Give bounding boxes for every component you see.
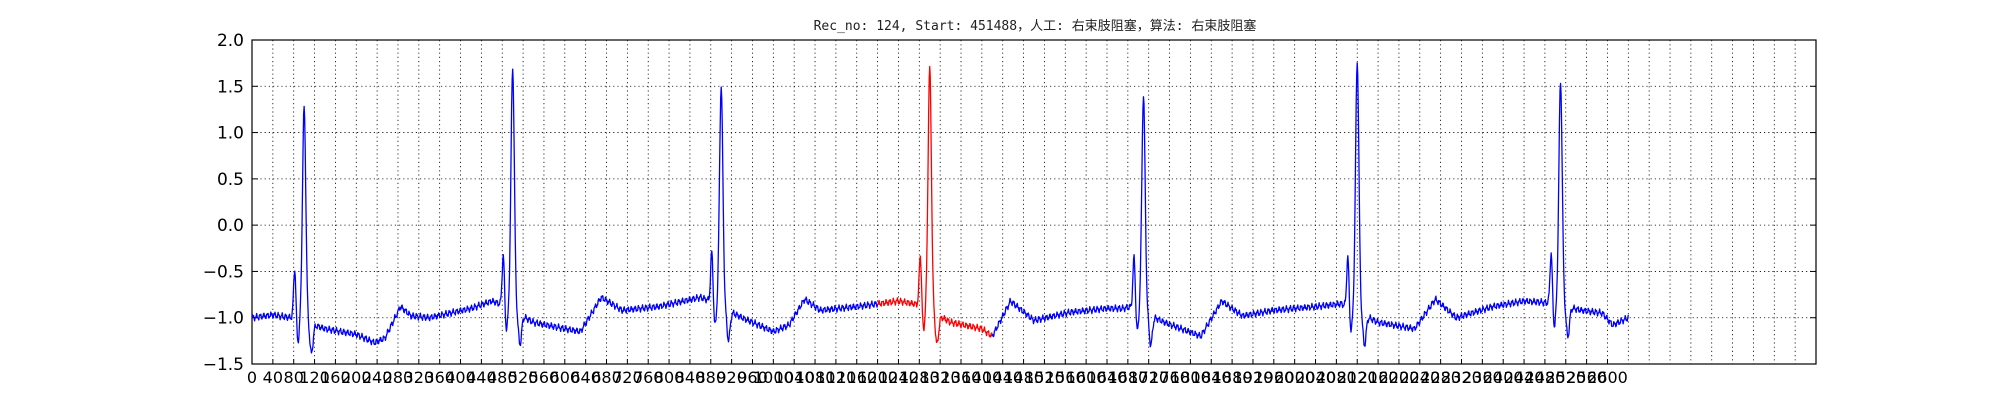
x-tick-label: 2320 — [1441, 368, 1482, 387]
x-tick-label: 1120 — [816, 368, 857, 387]
y-tick-label: −1.5 — [203, 355, 244, 375]
x-tick-label: 800 — [654, 368, 685, 387]
x-tick-label: 2080 — [1316, 368, 1357, 387]
x-tick-label: 400 — [445, 368, 476, 387]
x-tick-label: 1760 — [1149, 368, 1190, 387]
x-tick-label: 880 — [695, 368, 726, 387]
x-tick-label: 1200 — [857, 368, 898, 387]
x-tick-label: 560 — [529, 368, 560, 387]
x-tick-label: 1080 — [795, 368, 836, 387]
x-tick-label: 1600 — [1066, 368, 1107, 387]
x-tick-label: 2600 — [1587, 368, 1628, 387]
x-tick-label: 2400 — [1483, 368, 1524, 387]
x-tick-label: 2360 — [1462, 368, 1503, 387]
x-tick-label: 1360 — [941, 368, 982, 387]
x-tick-label: 2160 — [1358, 368, 1399, 387]
x-tick-label: 320 — [404, 368, 435, 387]
x-tick-label: 2520 — [1545, 368, 1586, 387]
x-tick-label: 440 — [466, 368, 497, 387]
x-tick-label: 200 — [341, 368, 372, 387]
y-tick-label: −0.5 — [203, 262, 244, 282]
x-tick-label: 1160 — [836, 368, 877, 387]
x-tick-label: 1640 — [1087, 368, 1128, 387]
x-tick-label: 1040 — [774, 368, 815, 387]
x-tick-label: 1240 — [878, 368, 919, 387]
x-tick-label: 240 — [362, 368, 393, 387]
x-tick-label: 640 — [570, 368, 601, 387]
x-tick-label: 720 — [612, 368, 643, 387]
x-tick-label: 40 — [263, 368, 283, 387]
x-tick-label: 2440 — [1504, 368, 1545, 387]
x-tick-label: 2200 — [1379, 368, 1420, 387]
x-tick-label: 1960 — [1253, 368, 1294, 387]
x-tick-label: 1000 — [753, 368, 794, 387]
y-tick-label: −1.0 — [203, 309, 244, 329]
x-tick-label: 680 — [591, 368, 622, 387]
x-tick-label: 840 — [675, 368, 706, 387]
x-tick-label: 920 — [716, 368, 747, 387]
x-tick-label: 1720 — [1128, 368, 1169, 387]
x-tick-label: 120 — [299, 368, 330, 387]
x-tick-label: 960 — [737, 368, 768, 387]
x-tick-label: 1560 — [1045, 368, 1086, 387]
x-tick-label: 1440 — [982, 368, 1023, 387]
x-tick-label: 1800 — [1170, 368, 1211, 387]
x-tick-label: 280 — [383, 368, 414, 387]
grid-lines — [252, 40, 1816, 364]
x-tick-label: 0 — [247, 368, 257, 387]
x-tick-label: 2480 — [1525, 368, 1566, 387]
x-tick-label: 2000 — [1274, 368, 1315, 387]
ecg-series — [251, 62, 1629, 354]
x-tick-label: 2120 — [1337, 368, 1378, 387]
y-tick-label: 1.0 — [217, 124, 244, 144]
y-tick-label: 0.0 — [217, 216, 244, 236]
ecg-trace-normal — [251, 68, 879, 354]
y-tick-label: 0.5 — [217, 170, 244, 190]
x-tick-label: 2280 — [1420, 368, 1461, 387]
x-tick-label: 80 — [284, 368, 304, 387]
ecg-trace-highlight — [877, 65, 993, 344]
y-axis-ticks: −1.5 −1.0 −0.5 0.0 0.5 1.0 1.5 2.0 — [203, 31, 1816, 375]
x-tick-label: 480 — [487, 368, 518, 387]
x-tick-label: 1920 — [1233, 368, 1274, 387]
x-tick-label: 600 — [550, 368, 581, 387]
x-axis-ticks: 0 40 8012016020024028032036040044048052056… — [247, 359, 1628, 387]
y-tick-label: 2.0 — [217, 31, 244, 51]
x-tick-label: 160 — [320, 368, 351, 387]
ecg-trace-normal — [991, 62, 1629, 348]
plot-frame — [251, 39, 1817, 365]
x-tick-label: 1840 — [1191, 368, 1232, 387]
x-tick-label: 1520 — [1024, 368, 1065, 387]
x-tick-label: 1320 — [920, 368, 961, 387]
y-tick-label: 1.5 — [217, 77, 244, 97]
x-tick-label: 2560 — [1566, 368, 1607, 387]
x-tick-label: 360 — [424, 368, 455, 387]
x-tick-label: 520 — [508, 368, 539, 387]
x-tick-label: 1280 — [899, 368, 940, 387]
x-tick-label: 1400 — [962, 368, 1003, 387]
x-tick-label: 760 — [633, 368, 664, 387]
x-tick-label: 1880 — [1212, 368, 1253, 387]
chart-title: Rec_no: 124, Start: 451488，人工: 右束肢阻塞，算法:… — [814, 18, 1257, 34]
x-tick-label: 1480 — [1003, 368, 1044, 387]
x-tick-label: 2040 — [1295, 368, 1336, 387]
x-tick-label: 1680 — [1107, 368, 1148, 387]
x-tick-label: 2240 — [1399, 368, 1440, 387]
